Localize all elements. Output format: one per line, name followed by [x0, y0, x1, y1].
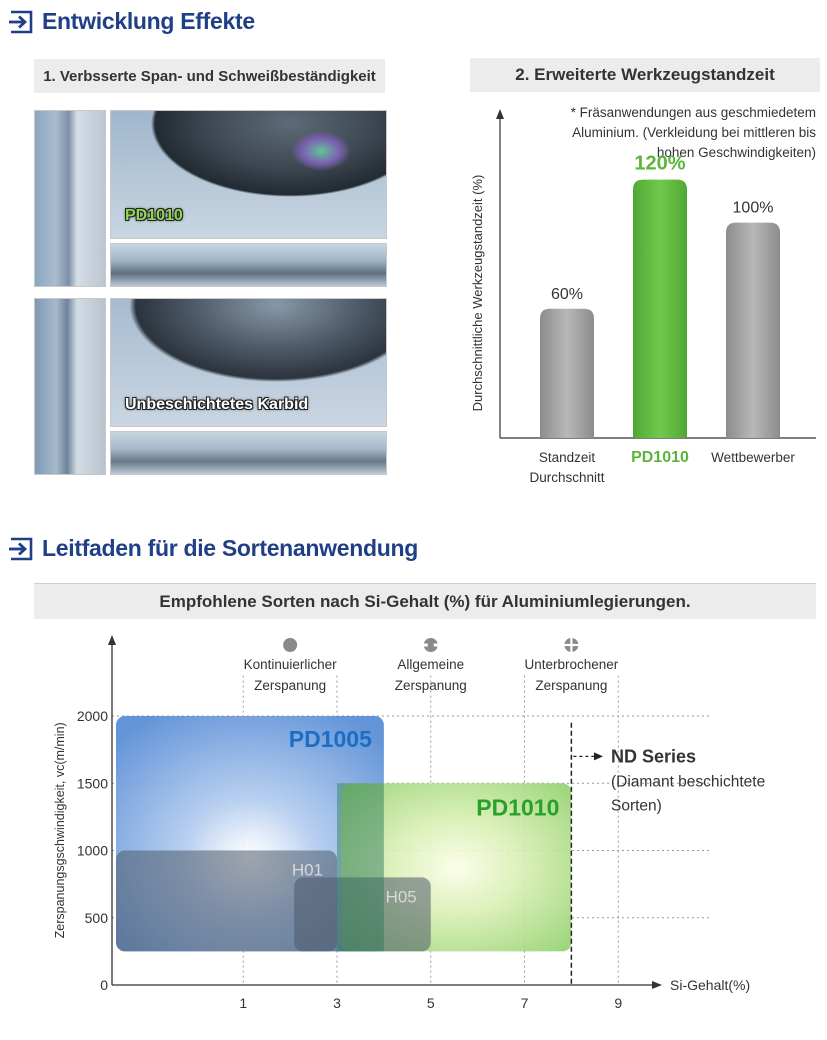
- panel-title-chip-resistance: 1. Verbsserte Span- und Schweißbeständig…: [34, 59, 385, 93]
- photo-label-pd1010: PD1010: [125, 207, 183, 224]
- arrow-into-box-icon: [9, 10, 33, 33]
- nd-series-label: ND Series: [611, 746, 696, 766]
- category-label: Wettbewerber: [711, 450, 795, 465]
- section-title-effects: Entwicklung Effekte: [8, 8, 255, 35]
- y-tick-label: 1000: [77, 843, 108, 859]
- photo-label-carbide: Unbeschichtetes Karbid: [125, 396, 309, 413]
- edge-side-photo-pd1010: [110, 243, 387, 287]
- section-title-guide: Leitfaden für die Sortenanwendung: [8, 535, 418, 562]
- chip-photo-carbide: Unbeschichtetes Karbid: [110, 298, 387, 427]
- tool-life-bar-chart: * Fräsanwendungen aus geschmiedetem Alumi…: [470, 105, 817, 485]
- cutting-mode-label: Allgemeine: [397, 657, 464, 672]
- cutting-mode-label: Zerspanung: [535, 678, 607, 693]
- footnote-line: * Fräsanwendungen aus geschmiedetem: [571, 105, 816, 120]
- region-label: PD1005: [289, 726, 372, 752]
- arrow-head-icon: [594, 752, 603, 761]
- section-title-text: Leitfaden für die Sortenanwendung: [42, 535, 419, 561]
- y-axis-arrow: [496, 109, 504, 119]
- edge-side-photo-carbide: [110, 431, 387, 475]
- bar-value-label: 120%: [634, 153, 685, 175]
- footnote-line: hohen Geschwindigkeiten): [657, 145, 816, 160]
- region-label: PD1010: [476, 794, 559, 820]
- bar-value-label: 60%: [551, 286, 583, 303]
- arrow-into-box-icon: [9, 537, 33, 560]
- bar-0: [540, 308, 594, 438]
- region-label: H05: [386, 887, 417, 906]
- y-tick-label: 500: [85, 910, 109, 926]
- panel-title-tool-life: 2. Erweiterte Werkzeugstandzeit: [470, 58, 820, 92]
- solid-circle-icon: [283, 638, 298, 652]
- x-tick-label: 5: [427, 995, 435, 1011]
- segmented-circle-icon: [563, 637, 580, 653]
- region-h05: [294, 877, 431, 952]
- region-label: H01: [292, 861, 323, 880]
- bar-value-label: 100%: [733, 200, 774, 217]
- y-axis-label: Durchschnittliche Werkzeugstandzeit (%): [470, 175, 485, 412]
- nd-series-label: Sorten): [611, 797, 662, 814]
- bar-2: [726, 222, 780, 438]
- nd-series-label: (Diamant beschichtete: [611, 773, 765, 790]
- footnote-line: Aluminium. (Verkleidung bei mittleren bi…: [572, 125, 816, 140]
- category-label: Standzeit: [539, 450, 596, 465]
- edge-photo-carbide: [34, 298, 106, 475]
- category-label: PD1010: [631, 449, 689, 466]
- grade-selection-chart: PD1005 PD1010 H01 H05 1 3 5 7 9 0 500 1000 1500 2000…: [53, 635, 765, 1011]
- bar-1: [633, 179, 687, 438]
- y-axis-arrow: [108, 635, 116, 645]
- x-tick-label: 9: [614, 995, 622, 1011]
- edge-photo-pd1010: [34, 110, 106, 287]
- region-overlap: [337, 783, 384, 952]
- y-tick-label: 0: [100, 977, 108, 993]
- x-tick-label: 7: [521, 995, 529, 1011]
- y-axis-label: Zerspanungsgschwindigkeit, vc(m/min): [53, 722, 67, 938]
- y-tick-label: 1500: [77, 775, 108, 791]
- cutting-mode-label: Zerspanung: [254, 678, 326, 693]
- cutting-mode-label: Unterbrochener: [524, 657, 618, 672]
- panel-title-grades: Empfohlene Sorten nach Si-Gehalt (%) für…: [34, 583, 816, 619]
- chart-footnote: * Fräsanwendungen aus geschmiedetem Alumi…: [571, 105, 817, 160]
- y-tick-label: 2000: [77, 708, 108, 724]
- chip-photo-pd1010: PD1010: [110, 110, 387, 239]
- category-label: Durchschnitt: [529, 470, 604, 485]
- x-axis-arrow: [652, 981, 662, 989]
- x-axis-label: Si-Gehalt(%): [670, 977, 750, 993]
- cutting-mode-label: Zerspanung: [395, 678, 467, 693]
- notched-circle-icon: [422, 638, 439, 652]
- section-title-text: Entwicklung Effekte: [42, 8, 255, 34]
- region-h01: [116, 850, 337, 952]
- x-tick-label: 3: [333, 995, 341, 1011]
- x-tick-label: 1: [239, 995, 247, 1011]
- cutting-mode-label: Kontinuierlicher: [244, 657, 338, 672]
